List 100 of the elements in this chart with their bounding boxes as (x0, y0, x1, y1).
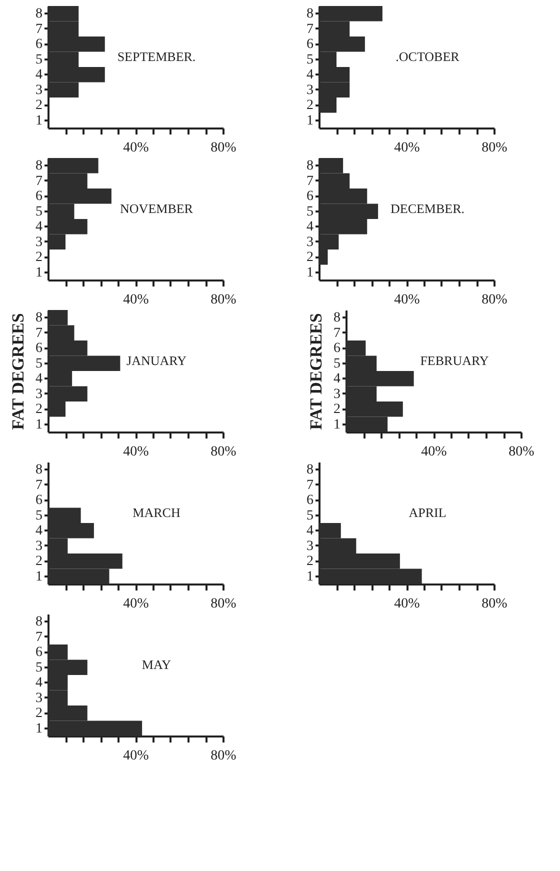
y-tick-label: 6 (36, 189, 42, 204)
y-tick-label: 1 (306, 569, 314, 584)
y-tick-label: 7 (306, 174, 314, 189)
y-tick-label: 7 (306, 478, 314, 493)
y-tick-label: 2 (36, 554, 42, 570)
x-tick-label: 40% (394, 596, 420, 612)
y-tick-label: 4 (334, 372, 340, 387)
y-tick-label: 2 (334, 402, 340, 418)
y-tick-label: 2 (36, 402, 42, 418)
y-tick-label: 8 (334, 310, 340, 326)
y-tick-label: 1 (36, 265, 42, 280)
y-tick-label: 7 (36, 22, 42, 37)
y-tick-label: 5 (334, 356, 340, 372)
x-tick-label: 40% (394, 292, 420, 308)
y-tick-label: 5 (306, 204, 314, 220)
y-tick-label: 8 (36, 462, 42, 478)
text: MARCH (132, 505, 180, 520)
text: FEBRUARY (420, 353, 490, 368)
y-tick-label: 3 (36, 538, 42, 554)
y-tick-label: 8 (36, 158, 42, 174)
y-tick-label: 3 (36, 234, 42, 250)
y-tick-label: 8 (36, 310, 42, 326)
y-tick-label: 3 (306, 82, 314, 98)
x-tick-label: 40% (421, 444, 448, 460)
y-tick-label: 8 (306, 158, 314, 174)
x-tick-label: 40% (394, 140, 420, 156)
y-tick-label: 3 (306, 234, 314, 250)
y-tick-label: 6 (36, 37, 42, 52)
text: SEPTEMBER. (117, 49, 196, 64)
y-tick-label: 6 (334, 341, 340, 356)
y-tick-label: 3 (36, 82, 42, 98)
text: JANUARY (126, 353, 188, 368)
y-tick-label: 5 (306, 52, 314, 68)
y-tick-label: 2 (36, 250, 42, 266)
y-tick-label: 8 (306, 6, 314, 22)
y-tick-label: 8 (36, 614, 42, 630)
y-tick-label: 1 (36, 417, 42, 432)
y-tick-label: 6 (306, 37, 314, 52)
y-tick-label: 6 (306, 189, 314, 204)
x-tick-label: 80% (210, 596, 237, 612)
y-tick-label: 4 (306, 524, 314, 539)
y-tick-label: 7 (36, 630, 42, 645)
y-tick-label: 8 (306, 462, 314, 478)
y-tick-label: 1 (36, 721, 42, 736)
text: DECEMBER. (390, 201, 465, 216)
y-tick-label: 4 (36, 220, 42, 235)
y-tick-label: 4 (36, 524, 42, 539)
x-tick-label: 80% (210, 748, 237, 764)
y-tick-label: 7 (306, 22, 314, 37)
text: .OCTOBER (396, 49, 460, 64)
y-tick-label: 6 (36, 493, 42, 508)
y-tick-label: 1 (36, 113, 42, 128)
y-tick-label: 3 (306, 538, 314, 554)
x-tick-label: 40% (123, 140, 150, 156)
y-axis-title: FAT DEGREES (8, 313, 28, 430)
y-tick-label: 3 (334, 386, 340, 402)
y-tick-label: 4 (36, 676, 42, 691)
text: MAY (142, 657, 172, 672)
y-tick-label: 2 (306, 98, 314, 114)
x-tick-label: 40% (123, 596, 150, 612)
y-tick-label: 7 (36, 478, 42, 493)
x-tick-label: 40% (123, 748, 150, 764)
x-tick-label: 80% (210, 444, 237, 460)
y-tick-label: 1 (306, 265, 314, 280)
y-axis-title: FAT DEGREES (306, 313, 326, 430)
y-tick-label: 5 (36, 204, 42, 220)
y-tick-label: 4 (36, 372, 42, 387)
y-tick-label: 4 (36, 68, 42, 83)
x-tick-label: 40% (123, 292, 150, 308)
y-tick-label: 4 (306, 68, 314, 83)
y-tick-label: 5 (36, 356, 42, 372)
y-tick-label: 6 (36, 341, 42, 356)
y-tick-label: 2 (306, 554, 314, 570)
y-tick-label: 6 (306, 493, 314, 508)
text: NOVEMBER (120, 201, 194, 216)
y-tick-label: 1 (306, 113, 314, 128)
y-tick-label: 8 (36, 6, 42, 22)
y-tick-label: 2 (306, 250, 314, 266)
y-tick-label: 6 (36, 645, 42, 660)
y-tick-label: 7 (334, 326, 340, 341)
x-tick-label: 80% (482, 140, 508, 156)
y-tick-label: 5 (306, 508, 314, 524)
y-tick-label: 1 (36, 569, 42, 584)
y-tick-label: 3 (36, 690, 42, 706)
x-tick-label: 40% (123, 444, 150, 460)
x-tick-label: 80% (508, 444, 535, 460)
y-tick-label: 5 (36, 52, 42, 68)
x-tick-label: 80% (210, 292, 237, 308)
y-tick-label: 7 (36, 174, 42, 189)
y-tick-label: 2 (36, 706, 42, 722)
x-tick-label: 80% (482, 292, 508, 308)
y-tick-label: 3 (36, 386, 42, 402)
x-tick-label: 80% (482, 596, 508, 612)
y-tick-label: 1 (334, 417, 340, 432)
y-tick-label: 4 (306, 220, 314, 235)
y-tick-label: 5 (36, 508, 42, 524)
y-tick-label: 5 (36, 660, 42, 676)
text: APRIL (408, 505, 446, 520)
y-tick-label: 2 (36, 98, 42, 114)
x-tick-label: 80% (210, 140, 237, 156)
